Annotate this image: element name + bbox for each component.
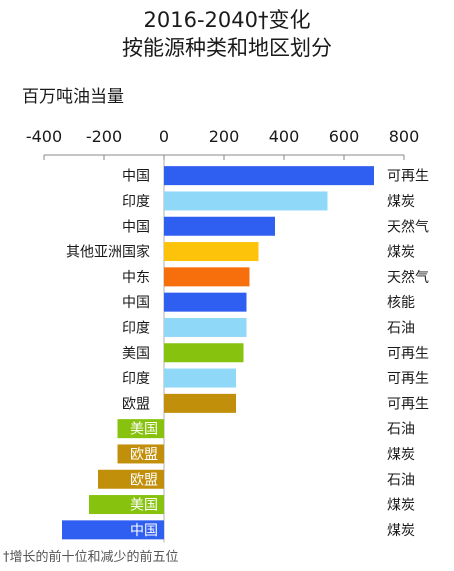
region-label: 印度 <box>122 320 150 336</box>
bar-3 <box>164 216 275 236</box>
bar-5 <box>164 267 250 287</box>
fuel-label: 煤炭 <box>387 447 415 463</box>
bar-2 <box>164 191 328 211</box>
fuel-label: 煤炭 <box>387 498 415 514</box>
region-label: 中国 <box>130 523 158 539</box>
chart-title-line1: 2016-2040†变化 <box>143 8 311 32</box>
region-label: 欧盟 <box>130 447 158 463</box>
region-label: 中东 <box>122 270 150 286</box>
fuel-label: 可再生 <box>387 371 429 387</box>
fuel-label: 可再生 <box>387 396 429 412</box>
fuel-label: 可再生 <box>387 169 429 185</box>
bar-4 <box>164 242 259 262</box>
fuel-label: 煤炭 <box>387 194 415 210</box>
bar-10 <box>164 393 236 413</box>
x-tick-label: 600 <box>329 127 360 146</box>
bar-13 <box>98 469 164 489</box>
x-tick-label: 200 <box>209 127 240 146</box>
fuel-label: 煤炭 <box>387 523 415 539</box>
region-label: 欧盟 <box>122 396 150 412</box>
fuel-label: 石油 <box>387 472 415 488</box>
footnote: †增长的前十位和减少的前五位 <box>3 550 179 565</box>
region-label: 中国 <box>122 295 150 311</box>
region-label: 欧盟 <box>130 472 158 488</box>
fuel-label: 石油 <box>387 320 415 336</box>
region-label: 印度 <box>122 371 150 387</box>
region-label: 美国 <box>122 346 150 362</box>
fuel-label: 核能 <box>387 295 415 311</box>
bar-11 <box>117 419 164 439</box>
region-label: 印度 <box>122 194 150 210</box>
x-tick-label: -400 <box>26 127 62 146</box>
x-tick-label: 800 <box>389 127 420 146</box>
fuel-label: 天然气 <box>387 269 429 286</box>
bar-9 <box>164 368 236 388</box>
x-tick-label: 400 <box>269 127 300 146</box>
region-label: 中国 <box>122 219 150 235</box>
bar-12 <box>117 444 164 464</box>
fuel-label: 石油 <box>387 422 415 438</box>
bar-15 <box>62 520 164 540</box>
x-tick-label: 0 <box>159 127 169 146</box>
fuel-label: 天然气 <box>387 218 429 235</box>
region-label: 其他亚洲国家 <box>66 244 150 261</box>
chart-title-line2: 按能源种类和地区划分 <box>122 36 332 60</box>
region-label: 美国 <box>130 422 158 438</box>
region-label: 中国 <box>122 169 150 185</box>
bar-8 <box>164 343 244 363</box>
region-label: 美国 <box>130 498 158 514</box>
unit-label: 百万吨油当量 <box>22 87 124 107</box>
x-tick-label: -200 <box>86 127 122 146</box>
fuel-label: 可再生 <box>387 346 429 362</box>
fuel-label: 煤炭 <box>387 245 415 261</box>
bar-1 <box>164 166 374 186</box>
bar-14 <box>89 495 164 515</box>
bar-6 <box>164 292 247 312</box>
bar-7 <box>164 317 247 337</box>
